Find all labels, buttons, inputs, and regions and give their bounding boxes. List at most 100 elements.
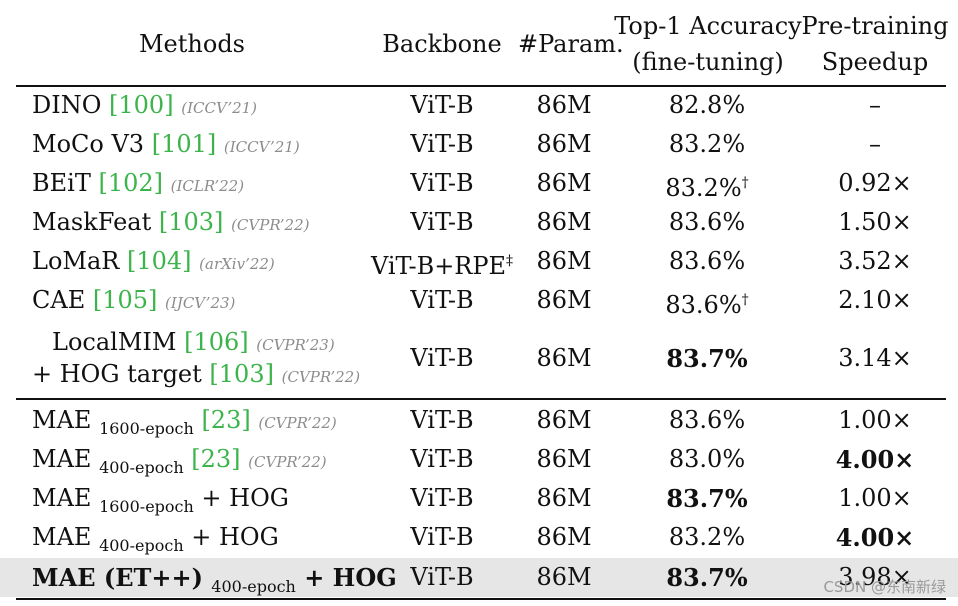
speedup-cell: 3.98× bbox=[838, 563, 912, 591]
method-cell: MAE 1600-epoch + HOG bbox=[32, 484, 289, 516]
speedup-cell: 4.00× bbox=[835, 523, 915, 552]
method-cell: LoMaR [104] (arXiv’22) bbox=[32, 247, 275, 275]
method-cell: MAE 1600-epoch [23] (CVPR’22) bbox=[32, 406, 337, 438]
citation-link[interactable]: [103] bbox=[209, 360, 274, 388]
venue-label: (CVPR’22) bbox=[258, 414, 337, 432]
citation-link[interactable]: [101] bbox=[151, 130, 217, 158]
param-cell: 86M bbox=[536, 130, 592, 158]
method-cell: MAE 400-epoch + HOG bbox=[32, 523, 279, 555]
param-cell: 86M bbox=[536, 91, 592, 119]
accuracy-cell: 83.7% bbox=[666, 344, 748, 373]
header-accuracy-line2: (fine-tuning) bbox=[632, 48, 784, 76]
backbone-cell: ViT-B bbox=[410, 445, 474, 473]
venue-label: (CVPR’23) bbox=[256, 336, 335, 354]
header-speedup: Pre-training Speedup bbox=[800, 8, 950, 80]
param-cell: 86M bbox=[536, 445, 592, 473]
table-row: MAE 400-epoch [23] (CVPR’22) ViT-B 86M 8… bbox=[0, 440, 958, 479]
method-cell: MoCo V3 [101] (ICCV’21) bbox=[32, 130, 300, 158]
header-methods: Methods bbox=[138, 30, 245, 58]
header-speedup-line1: Pre-training bbox=[801, 12, 949, 40]
table-row: CAE [105] (IJCV’23) ViT-B 86M 83.6%† 2.1… bbox=[0, 281, 958, 320]
backbone-cell: ViT-B bbox=[410, 406, 474, 434]
speedup-cell: 3.52× bbox=[838, 247, 912, 275]
backbone-cell: ViT-B bbox=[410, 484, 474, 512]
accuracy-cell: 83.7% bbox=[666, 563, 748, 592]
backbone-cell: ViT-B bbox=[410, 208, 474, 236]
dagger-mark: † bbox=[741, 292, 749, 308]
epoch-subscript: 400-epoch bbox=[211, 577, 296, 596]
dagger-mark: † bbox=[741, 175, 749, 191]
accuracy-cell: 83.6% bbox=[668, 247, 746, 275]
citation-link[interactable]: [102] bbox=[98, 169, 164, 197]
section-rule bbox=[16, 398, 946, 400]
param-cell: 86M bbox=[536, 406, 592, 434]
backbone-cell: ViT-B bbox=[410, 130, 474, 158]
venue-label: (ICCV’21) bbox=[223, 138, 300, 156]
table-row: DINO [100] (ICCV’21) ViT-B 86M 82.8% – bbox=[0, 86, 958, 125]
accuracy-cell: 83.6% bbox=[668, 208, 746, 236]
accuracy-cell: 83.2%† bbox=[665, 174, 749, 202]
accuracy-cell: 83.7% bbox=[666, 484, 748, 513]
param-cell: 86M bbox=[536, 247, 592, 275]
backbone-cell: ViT-B+RPE‡ bbox=[370, 252, 514, 280]
param-cell: 86M bbox=[536, 563, 592, 591]
accuracy-cell: 82.8% bbox=[668, 91, 746, 119]
speedup-cell: 1.00× bbox=[838, 406, 912, 434]
table-row-highlighted: MAE (ET++) 400-epoch + HOG ViT-B 86M 83.… bbox=[0, 558, 958, 597]
table-row: MAE 400-epoch + HOG ViT-B 86M 83.2% 4.00… bbox=[0, 518, 958, 557]
venue-label: (CVPR’22) bbox=[281, 368, 361, 386]
method-cell: MaskFeat [103] (CVPR’22) bbox=[32, 208, 310, 236]
speedup-cell: – bbox=[869, 91, 881, 119]
epoch-subscript: 1600-epoch bbox=[99, 497, 194, 516]
venue-label: (IJCV’23) bbox=[165, 294, 236, 312]
backbone-cell: ViT-B bbox=[410, 344, 474, 372]
speedup-cell: 2.10× bbox=[838, 286, 912, 314]
table-row-localmim: LocalMIM [106] (CVPR’23) + HOG target [1… bbox=[0, 320, 958, 396]
citation-link[interactable]: [23] bbox=[191, 445, 241, 473]
header-backbone: Backbone bbox=[382, 30, 502, 58]
param-cell: 86M bbox=[536, 523, 592, 551]
citation-link[interactable]: [106] bbox=[184, 328, 249, 356]
backbone-cell: ViT-B bbox=[410, 523, 474, 551]
backbone-cell: ViT-B bbox=[410, 169, 474, 197]
header-rule bbox=[16, 85, 946, 87]
epoch-subscript: 1600-epoch bbox=[99, 419, 194, 438]
epoch-subscript: 400-epoch bbox=[99, 458, 184, 477]
double-dagger-mark: ‡ bbox=[506, 253, 514, 269]
method-line2: + HOG target [103] (CVPR’22) bbox=[32, 360, 361, 388]
method-cell: MAE 400-epoch [23] (CVPR’22) bbox=[32, 445, 327, 477]
venue-label: (arXiv’22) bbox=[199, 255, 275, 273]
param-cell: 86M bbox=[536, 484, 592, 512]
method-cell: BEiT [102] (ICLR’22) bbox=[32, 169, 245, 197]
citation-link[interactable]: [104] bbox=[126, 247, 192, 275]
citation-link[interactable]: [23] bbox=[201, 406, 251, 434]
venue-label: (ICLR’22) bbox=[170, 177, 245, 195]
citation-link[interactable]: [105] bbox=[92, 286, 158, 314]
bottom-rule bbox=[16, 598, 946, 600]
backbone-cell: ViT-B bbox=[410, 286, 474, 314]
citation-link[interactable]: [103] bbox=[158, 208, 224, 236]
citation-link[interactable]: [100] bbox=[109, 91, 174, 119]
venue-label: (CVPR’22) bbox=[248, 453, 327, 471]
table-row: MaskFeat [103] (CVPR’22) ViT-B 86M 83.6%… bbox=[0, 203, 958, 242]
header-accuracy: Top-1 Accuracy (fine-tuning) bbox=[612, 8, 804, 80]
table-row: BEiT [102] (ICLR’22) ViT-B 86M 83.2%† 0.… bbox=[0, 164, 958, 203]
accuracy-cell: 83.2% bbox=[668, 523, 746, 551]
accuracy-cell: 83.2% bbox=[668, 130, 746, 158]
speedup-cell: 4.00× bbox=[835, 445, 915, 474]
speedup-cell: 3.14× bbox=[838, 344, 912, 372]
speedup-cell: 0.92× bbox=[838, 169, 912, 197]
speedup-cell: – bbox=[869, 130, 881, 158]
header-param: #Param. bbox=[518, 30, 624, 58]
backbone-cell: ViT-B bbox=[410, 91, 474, 119]
header-accuracy-line1: Top-1 Accuracy bbox=[614, 12, 802, 40]
table-row: LoMaR [104] (arXiv’22) ViT-B+RPE‡ 86M 83… bbox=[0, 242, 958, 281]
epoch-subscript: 400-epoch bbox=[99, 536, 184, 555]
param-cell: 86M bbox=[536, 208, 592, 236]
watermark: CSDN @东南新绿 bbox=[823, 578, 946, 596]
method-line1: LocalMIM [106] (CVPR’23) bbox=[52, 328, 335, 356]
method-cell: CAE [105] (IJCV’23) bbox=[32, 286, 236, 314]
method-cell: DINO [100] (ICCV’21) bbox=[32, 91, 258, 119]
method-cell: MAE (ET++) 400-epoch + HOG bbox=[32, 563, 397, 596]
